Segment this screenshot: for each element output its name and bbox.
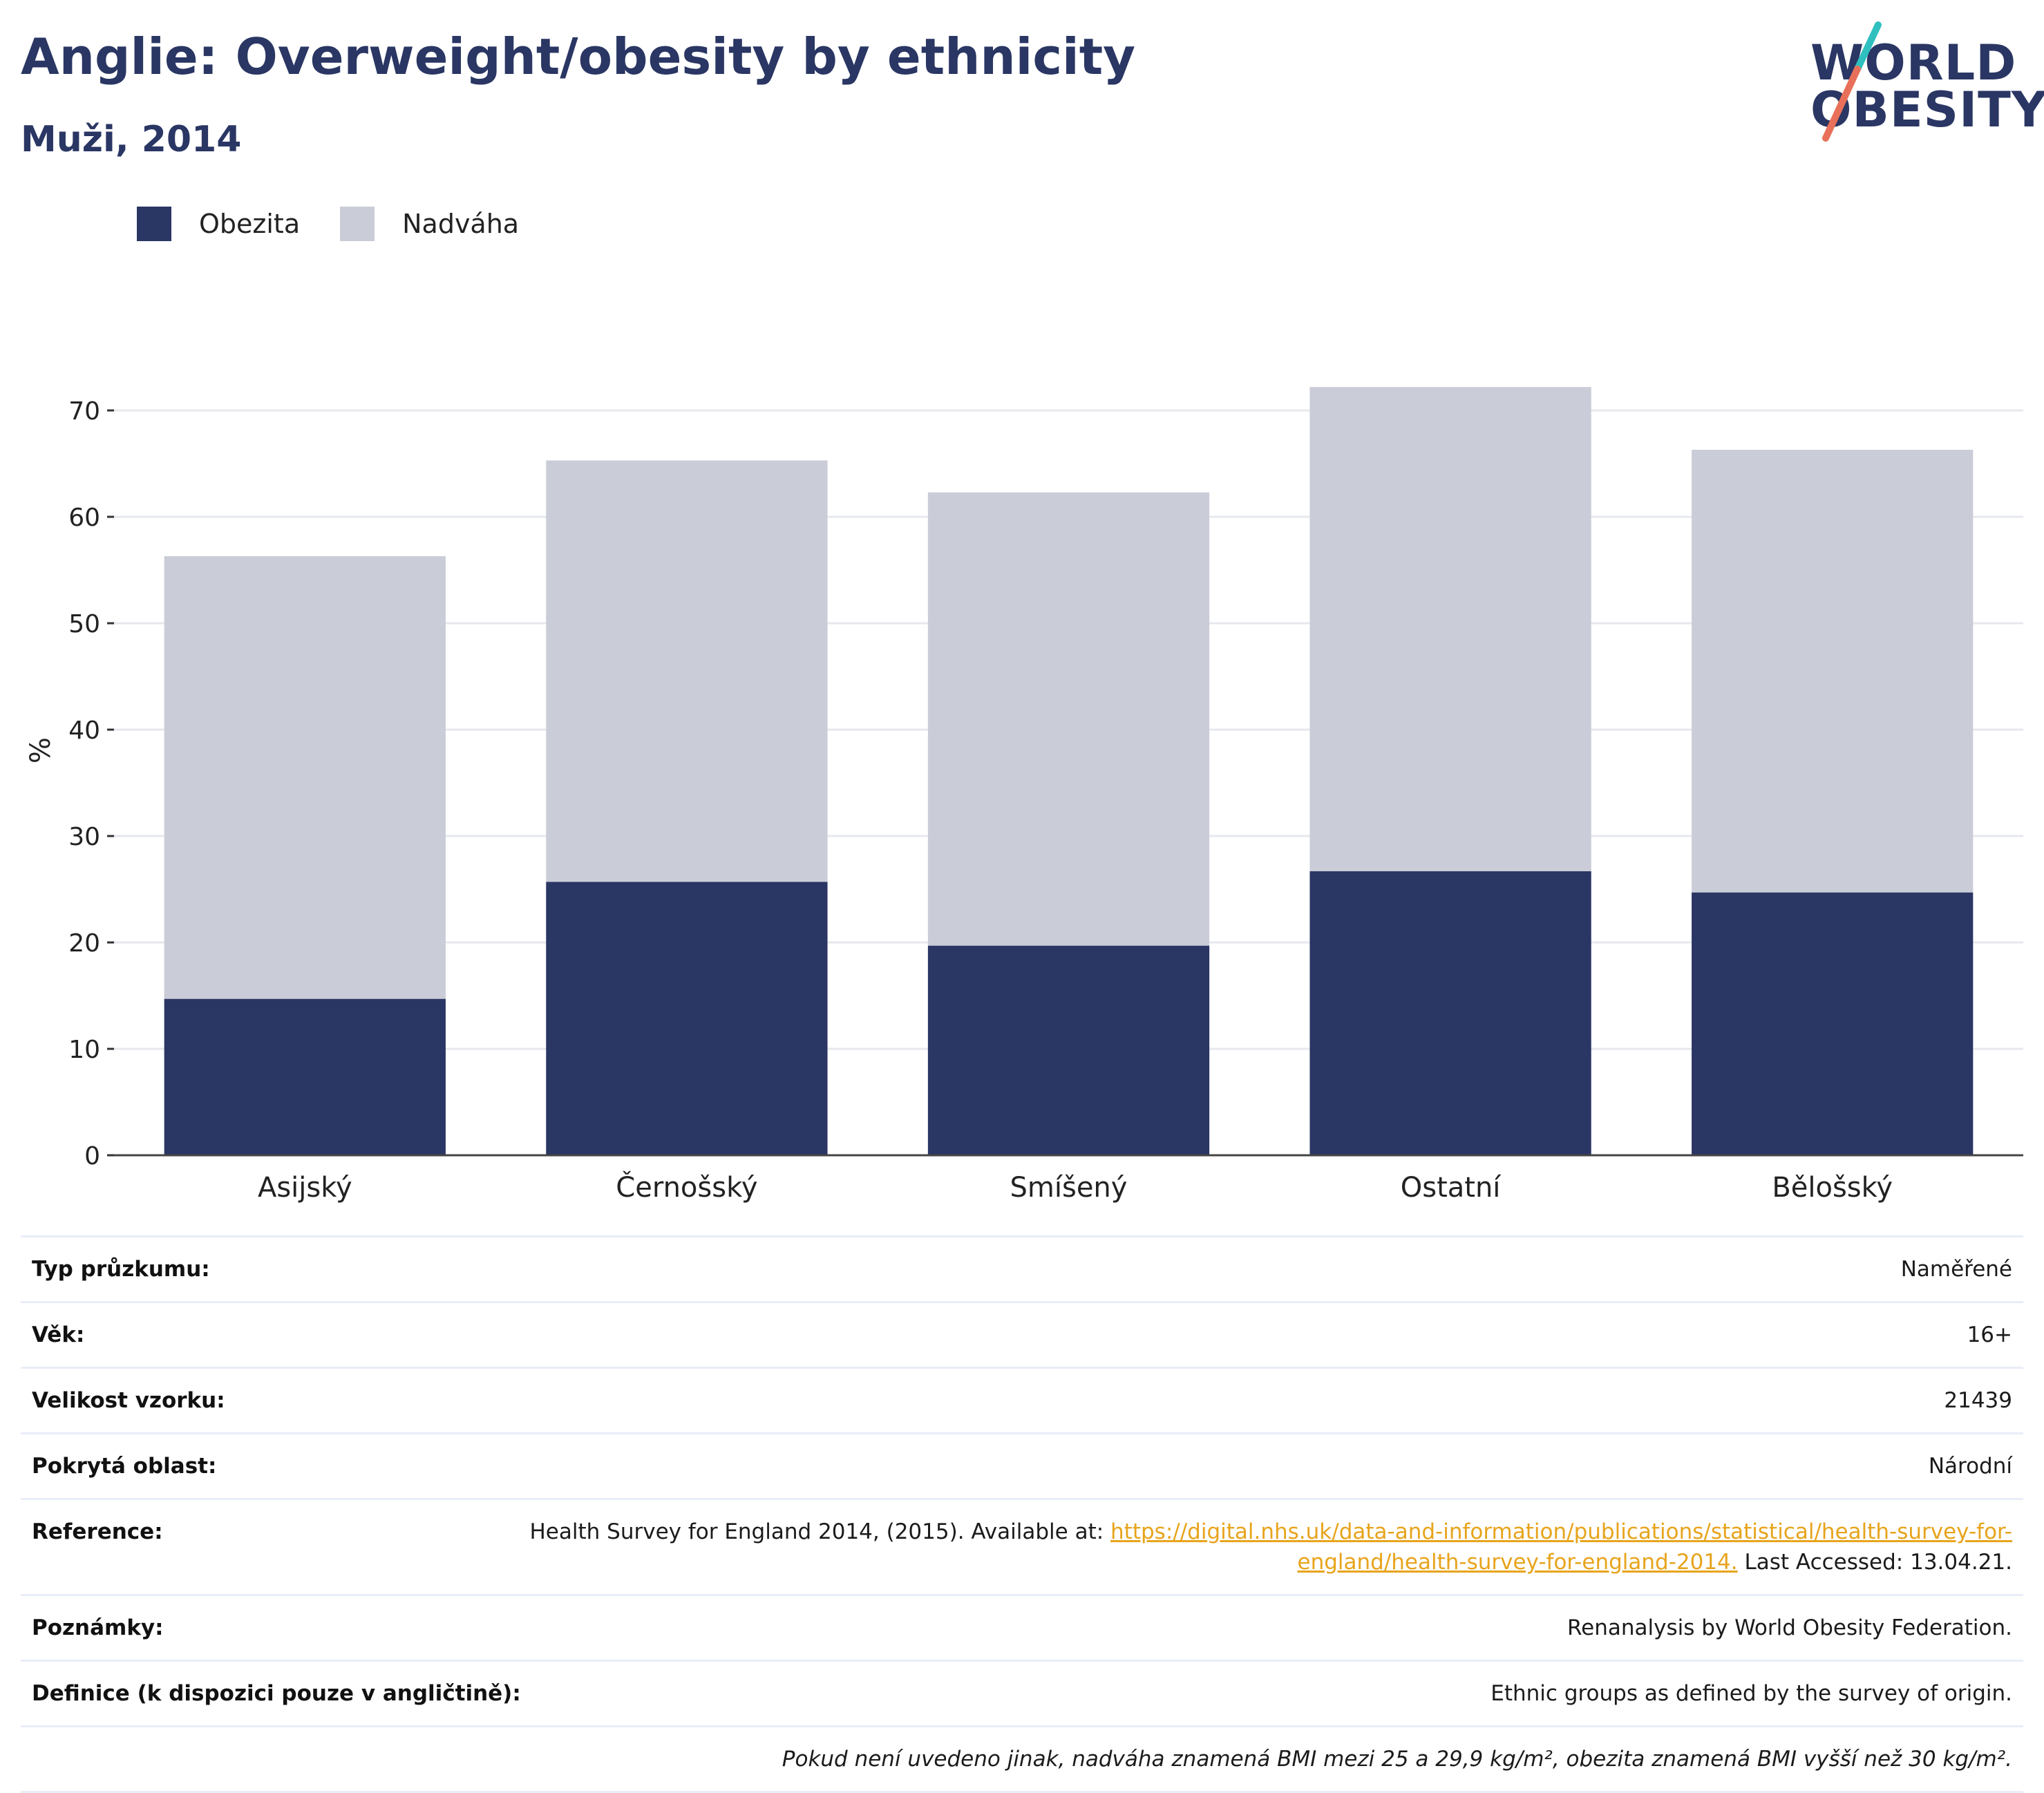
x-category-label: Ostatní bbox=[1401, 1172, 1502, 1204]
y-tick-label: 50 bbox=[68, 610, 100, 638]
meta-row-survey-type: Typ průzkumu: Naměřené bbox=[21, 1237, 2023, 1303]
bar-overweight bbox=[164, 556, 446, 999]
bar-overweight bbox=[927, 492, 1210, 946]
metadata-table: Typ průzkumu: Naměřené Věk: 16+ Velikost… bbox=[21, 1235, 2023, 1793]
meta-label: Typ průzkumu: bbox=[32, 1257, 210, 1282]
meta-row-definition: Definice (k dispozici pouze v angličtině… bbox=[21, 1662, 2023, 1727]
legend-label-overweight: Nadváha bbox=[402, 209, 520, 239]
reference-text: Health Survey for England 2014, (2015). … bbox=[529, 1519, 1111, 1544]
x-category-label: Asijský bbox=[258, 1172, 352, 1204]
meta-value: Ethnic groups as defined by the survey o… bbox=[1491, 1681, 2012, 1706]
bar-overweight bbox=[546, 460, 828, 882]
y-tick-label: 70 bbox=[68, 397, 100, 426]
logo-line-1: WORLD bbox=[1810, 35, 2017, 91]
meta-value: 16+ bbox=[1967, 1322, 2012, 1347]
reference-accessed: Last Accessed: 13.04.21. bbox=[1737, 1550, 2012, 1575]
meta-label: Věk: bbox=[32, 1322, 85, 1347]
bar-overweight bbox=[1309, 387, 1591, 871]
meta-value: Národní bbox=[1928, 1454, 2012, 1479]
legend-item-obesity[interactable]: Obezita bbox=[137, 207, 300, 241]
meta-value: Naměřené bbox=[1900, 1257, 2012, 1282]
footnote: Pokud není uvedeno jinak, nadváha znamen… bbox=[782, 1747, 2012, 1772]
meta-value: 21439 bbox=[1944, 1388, 2012, 1413]
bar-obesity bbox=[1692, 892, 1974, 1155]
y-tick-label: 60 bbox=[68, 504, 100, 532]
meta-label: Poznámky: bbox=[32, 1615, 164, 1640]
stacked-bar-chart: 0 10 20 30 40 50 60 70% Asijský Černošský Smíšený O… bbox=[25, 387, 2023, 1204]
y-axis-title: % bbox=[25, 737, 57, 763]
meta-label: Reference: bbox=[32, 1519, 163, 1544]
legend-item-overweight[interactable]: Nadváha bbox=[340, 207, 519, 241]
meta-row-notes: Poznámky: Renanalysis by World Obesity F… bbox=[21, 1596, 2023, 1662]
chart-legend: Obezita Nadváha bbox=[137, 206, 559, 242]
y-tick-label: 40 bbox=[68, 717, 100, 745]
meta-row-reference: Reference: Health Survey for England 201… bbox=[21, 1500, 2023, 1596]
x-category-label: Bělošský bbox=[1772, 1172, 1893, 1204]
page-title: Anglie: Overweight/obesity by ethnicity bbox=[21, 28, 1136, 86]
meta-label: Pokrytá oblast: bbox=[32, 1454, 217, 1479]
legend-label-obesity: Obezita bbox=[199, 209, 301, 239]
bar-obesity bbox=[164, 998, 446, 1155]
y-tick-label: 20 bbox=[68, 929, 100, 958]
meta-row-age: Věk: 16+ bbox=[21, 1303, 2023, 1369]
y-tick-label: 0 bbox=[84, 1142, 100, 1170]
world-obesity-logo: WORLD OBESITY bbox=[1797, 14, 2044, 152]
meta-label: Velikost vzorku: bbox=[32, 1388, 225, 1413]
y-tick-label: 30 bbox=[68, 823, 100, 851]
bar-obesity bbox=[927, 945, 1210, 1155]
meta-row-sample-size: Velikost vzorku: 21439 bbox=[21, 1369, 2023, 1434]
x-category-label: Černošský bbox=[616, 1170, 757, 1204]
meta-row-area: Pokrytá oblast: Národní bbox=[21, 1434, 2023, 1500]
legend-swatch-obesity bbox=[137, 207, 171, 241]
legend-swatch-overweight bbox=[340, 207, 375, 241]
y-tick-label: 10 bbox=[68, 1036, 100, 1064]
bar-overweight bbox=[1692, 449, 1974, 893]
reference-value: Health Survey for England 2014, (2015). … bbox=[520, 1517, 2013, 1577]
meta-row-footnote: Pokud není uvedeno jinak, nadváha znamen… bbox=[21, 1727, 2023, 1793]
logo-slash-icon bbox=[1822, 21, 1882, 142]
meta-value: Renanalysis by World Obesity Federation. bbox=[1567, 1615, 2012, 1640]
bar-obesity bbox=[546, 882, 828, 1155]
reference-link[interactable]: https://digital.nhs.uk/data-and-informat… bbox=[1110, 1519, 2012, 1575]
bar-obesity bbox=[1309, 871, 1591, 1155]
x-category-label: Smíšený bbox=[1010, 1172, 1128, 1204]
page-subtitle: Muži, 2014 bbox=[21, 119, 242, 160]
meta-label: Definice (k dispozici pouze v angličtině… bbox=[32, 1681, 521, 1706]
